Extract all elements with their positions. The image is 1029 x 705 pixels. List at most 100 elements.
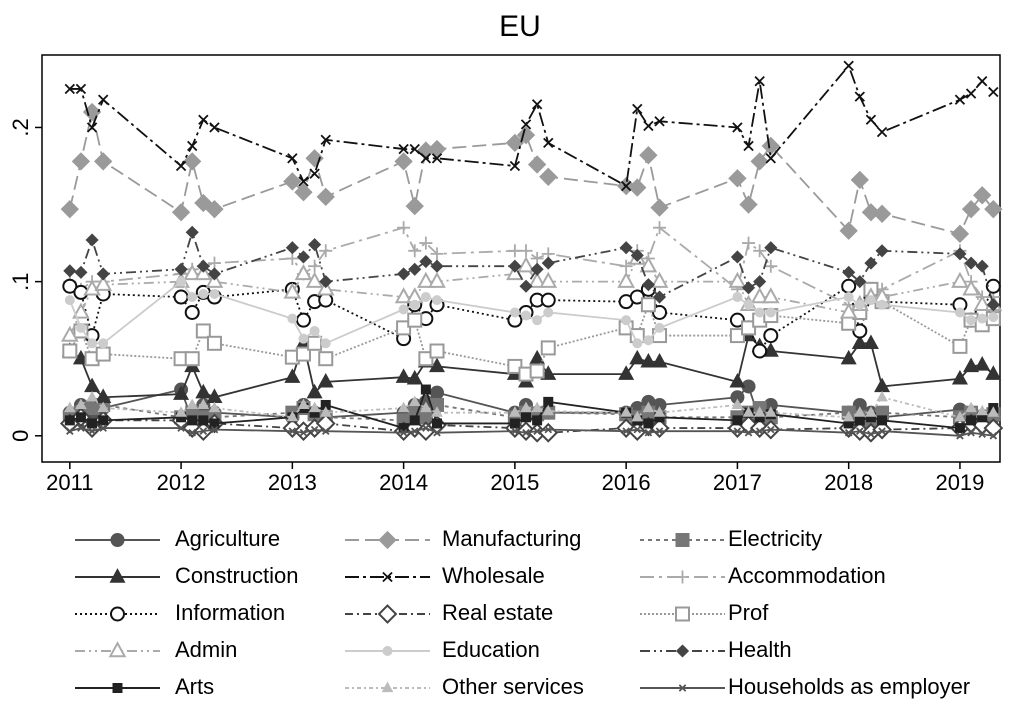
y-tick-label: .1 xyxy=(8,272,33,290)
marker xyxy=(954,410,966,422)
marker xyxy=(320,338,331,349)
legend-label: Electricity xyxy=(728,526,822,551)
marker xyxy=(678,684,687,692)
marker xyxy=(973,186,992,205)
marker xyxy=(754,307,765,318)
marker xyxy=(298,333,309,344)
marker xyxy=(639,256,658,273)
marker xyxy=(509,406,521,417)
marker xyxy=(977,76,988,87)
marker xyxy=(409,299,420,310)
marker xyxy=(986,298,1000,312)
marker xyxy=(865,114,877,125)
marker xyxy=(541,256,555,270)
marker xyxy=(431,406,443,417)
marker xyxy=(951,369,968,385)
marker xyxy=(764,259,778,273)
marker xyxy=(620,406,632,417)
marker xyxy=(287,153,298,164)
plot-frame xyxy=(41,54,1001,463)
marker xyxy=(77,424,85,432)
marker xyxy=(639,146,658,165)
legend-label: Wholesale xyxy=(442,563,545,588)
marker xyxy=(842,265,856,279)
marker xyxy=(97,401,109,413)
marker xyxy=(420,292,431,303)
marker xyxy=(520,119,532,130)
marker xyxy=(963,357,980,373)
marker xyxy=(205,200,224,219)
marker xyxy=(728,169,747,188)
marker xyxy=(294,183,313,202)
marker xyxy=(64,83,76,95)
marker xyxy=(60,200,79,219)
marker xyxy=(197,398,210,410)
marker xyxy=(632,103,643,115)
marker xyxy=(406,369,423,385)
marker xyxy=(629,289,645,305)
marker xyxy=(209,418,220,429)
marker xyxy=(87,418,98,429)
marker xyxy=(398,143,409,155)
marker xyxy=(430,247,444,261)
marker xyxy=(729,372,746,388)
marker xyxy=(195,323,211,339)
y-tick-label: .2 xyxy=(8,118,33,136)
marker xyxy=(755,427,764,435)
marker xyxy=(967,428,975,437)
marker xyxy=(764,241,778,255)
marker xyxy=(517,256,535,273)
marker xyxy=(544,425,553,434)
marker xyxy=(318,292,334,308)
marker xyxy=(984,200,1003,219)
marker xyxy=(954,423,965,434)
marker xyxy=(83,279,101,296)
legend-label: Admin xyxy=(175,637,237,662)
series xyxy=(64,60,999,192)
marker xyxy=(419,236,433,250)
legend-label: Agriculture xyxy=(175,526,280,551)
marker xyxy=(198,415,209,426)
marker xyxy=(198,114,209,125)
marker xyxy=(876,390,888,402)
marker xyxy=(643,335,654,346)
marker xyxy=(310,425,319,434)
marker xyxy=(522,428,530,437)
marker xyxy=(75,398,87,410)
chart-title: EU xyxy=(499,10,541,43)
marker xyxy=(640,297,656,313)
marker xyxy=(397,267,411,281)
marker xyxy=(177,424,185,432)
marker xyxy=(877,415,888,426)
marker xyxy=(842,410,855,422)
marker xyxy=(650,198,669,217)
marker xyxy=(174,262,188,276)
marker xyxy=(395,368,412,383)
marker xyxy=(297,398,310,410)
marker xyxy=(852,323,868,339)
marker xyxy=(743,140,754,152)
marker xyxy=(210,425,219,434)
marker xyxy=(64,415,75,426)
marker xyxy=(876,126,888,138)
legend-label: Manufacturing xyxy=(442,526,581,551)
marker xyxy=(94,152,113,171)
marker xyxy=(508,244,522,258)
marker xyxy=(988,312,999,323)
marker xyxy=(872,204,892,223)
marker xyxy=(306,383,323,399)
series xyxy=(64,390,1000,422)
marker xyxy=(642,401,655,413)
marker xyxy=(985,365,1002,380)
legend-label: Households as employer xyxy=(728,674,970,699)
marker xyxy=(397,401,410,413)
marker xyxy=(765,307,776,318)
marker xyxy=(209,288,220,299)
marker xyxy=(872,419,892,440)
marker xyxy=(742,406,755,417)
marker xyxy=(633,425,642,434)
marker xyxy=(988,86,999,98)
marker xyxy=(730,250,744,264)
